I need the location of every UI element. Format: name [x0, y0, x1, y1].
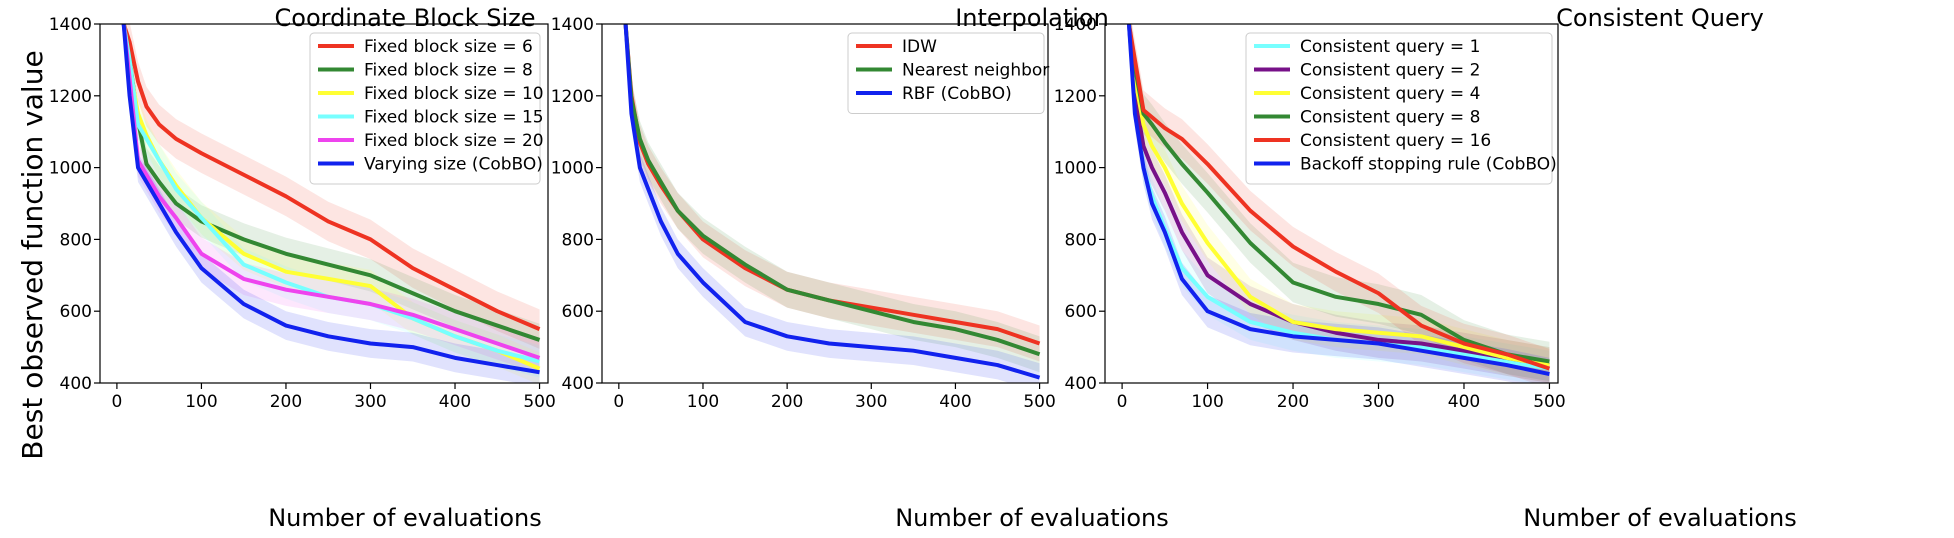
x-tick-label: 300: [1362, 392, 1394, 412]
x-axis-label: Number of evaluations: [895, 504, 1169, 532]
panel-title: Coordinate Block Size: [275, 4, 536, 32]
confidence-band: [123, 24, 540, 375]
legend-label: Consistent query = 8: [1300, 108, 1480, 128]
plot-area: 0 100 200 300 400 500 400 600 800 1000 1200 1400: [551, 15, 1056, 412]
panel-title: Consistent Query: [1556, 4, 1764, 32]
legend: Consistent query = 1 Consistent query = 2…: [1245, 32, 1557, 185]
series-line: [623, 24, 1041, 380]
confidence-band: [123, 24, 540, 383]
series-line: [121, 24, 541, 342]
plot-area: 0 100 200 300 400 500 400 600 800 1000 1200 1400: [49, 15, 556, 412]
plot-area: 0 100 200 300 400 500 400 600 800 1000 1200 1400: [1054, 15, 1566, 412]
y-tick-label: 1200: [1054, 87, 1097, 107]
x-axis-label: Number of evaluations: [1523, 504, 1797, 532]
series-line: [121, 24, 541, 364]
axes-frame: [601, 23, 1049, 384]
axes-frame: [1104, 23, 1559, 384]
series-lines: [623, 24, 1041, 380]
panel-interpolation: Interpolation Number of evaluations 0 100…: [551, 4, 1169, 532]
legend-box: [1245, 32, 1553, 185]
series-line: [121, 24, 541, 360]
y-tick-label: 400: [1065, 374, 1097, 394]
x-tick-label: 200: [1277, 392, 1309, 412]
x-tick-label: 400: [939, 392, 971, 412]
y-tick-label: 800: [562, 230, 594, 250]
series-lines: [1126, 24, 1551, 376]
x-tick-label: 300: [855, 392, 887, 412]
confidence-band: [625, 24, 1040, 383]
x-tick-label: 400: [1448, 392, 1480, 412]
legend-label: RBF (CobBO): [902, 84, 1012, 104]
legend-label: Consistent query = 2: [1300, 61, 1480, 81]
x-tick-label: 200: [270, 392, 302, 412]
legend-label: Consistent query = 1: [1300, 37, 1480, 57]
x-tick-label: 100: [687, 392, 719, 412]
legend-label: Backoff stopping rule (CobBO): [1300, 155, 1557, 175]
y-tick-label: 1000: [551, 159, 594, 179]
x-tick-label: 500: [523, 392, 555, 412]
x-tick-label: 300: [354, 392, 386, 412]
confidence-band: [123, 24, 540, 383]
legend-label: Fixed block size = 10: [364, 84, 544, 104]
x-tick-label: 500: [1023, 392, 1055, 412]
confidence-band: [1128, 24, 1550, 383]
y-tick-label: 600: [562, 302, 594, 322]
legend-label: Fixed block size = 6: [364, 37, 533, 57]
x-tick-label: 500: [1533, 392, 1565, 412]
y-tick-label: 1000: [49, 159, 92, 179]
confidence-band: [123, 24, 540, 357]
x-tick-label: 400: [439, 392, 471, 412]
x-tick-label: 0: [1117, 392, 1128, 412]
legend-label: Varying size (CobBO): [364, 155, 543, 175]
y-tick-label: 1400: [49, 15, 92, 35]
legend-label: Nearest neighbor: [902, 61, 1049, 81]
series-line: [121, 24, 541, 331]
series-lines: [121, 24, 541, 375]
legend: IDW Nearest neighbor RBF (CobBO): [847, 32, 1049, 114]
y-tick-label: 600: [60, 302, 92, 322]
confidence-band: [1128, 24, 1550, 383]
x-tick-label: 200: [771, 392, 803, 412]
x-tick-label: 100: [185, 392, 217, 412]
panel-title: Interpolation: [955, 4, 1109, 32]
legend-label: Fixed block size = 15: [364, 108, 544, 128]
x-tick-label: 0: [111, 392, 122, 412]
y-tick-label: 1200: [49, 87, 92, 107]
x-tick-label: 0: [613, 392, 624, 412]
legend-label: Consistent query = 16: [1300, 131, 1491, 151]
y-tick-label: 400: [60, 374, 92, 394]
panel-consistent-query: Consistent Query Number of evaluations 0…: [1054, 4, 1797, 532]
confidence-band: [123, 24, 540, 349]
series-line: [1126, 24, 1550, 376]
legend: Fixed block size = 6 Fixed block size = 8…: [309, 32, 544, 185]
series-line: [1126, 24, 1550, 368]
legend-label: Consistent query = 4: [1300, 84, 1480, 104]
shared-y-axis-label: Best observed function value: [16, 50, 49, 459]
y-tick-label: 800: [1065, 230, 1097, 250]
panel-coordinate-block-size: Coordinate Block Size Number of evaluati…: [49, 4, 556, 532]
legend-box: [847, 32, 1045, 114]
x-tick-label: 100: [1191, 392, 1223, 412]
y-tick-label: 800: [60, 230, 92, 250]
y-tick-label: 1200: [551, 87, 594, 107]
legend-label: Fixed block size = 20: [364, 131, 544, 151]
legend-label: Fixed block size = 8: [364, 61, 533, 81]
series-line: [1126, 24, 1550, 368]
series-line: [1126, 24, 1550, 364]
legend-box: [309, 32, 541, 185]
legend-label: IDW: [902, 37, 937, 57]
series-line: [121, 24, 540, 375]
confidence-band: [1128, 24, 1550, 382]
y-tick-label: 600: [1065, 302, 1097, 322]
series-line: [1126, 24, 1551, 371]
series-line: [623, 24, 1041, 357]
y-tick-label: 400: [562, 374, 594, 394]
y-tick-label: 1400: [551, 15, 594, 35]
x-axis-label: Number of evaluations: [268, 504, 542, 532]
axes-frame: [99, 23, 549, 384]
y-tick-label: 1000: [1054, 159, 1097, 179]
y-tick-label: 1400: [1054, 15, 1097, 35]
